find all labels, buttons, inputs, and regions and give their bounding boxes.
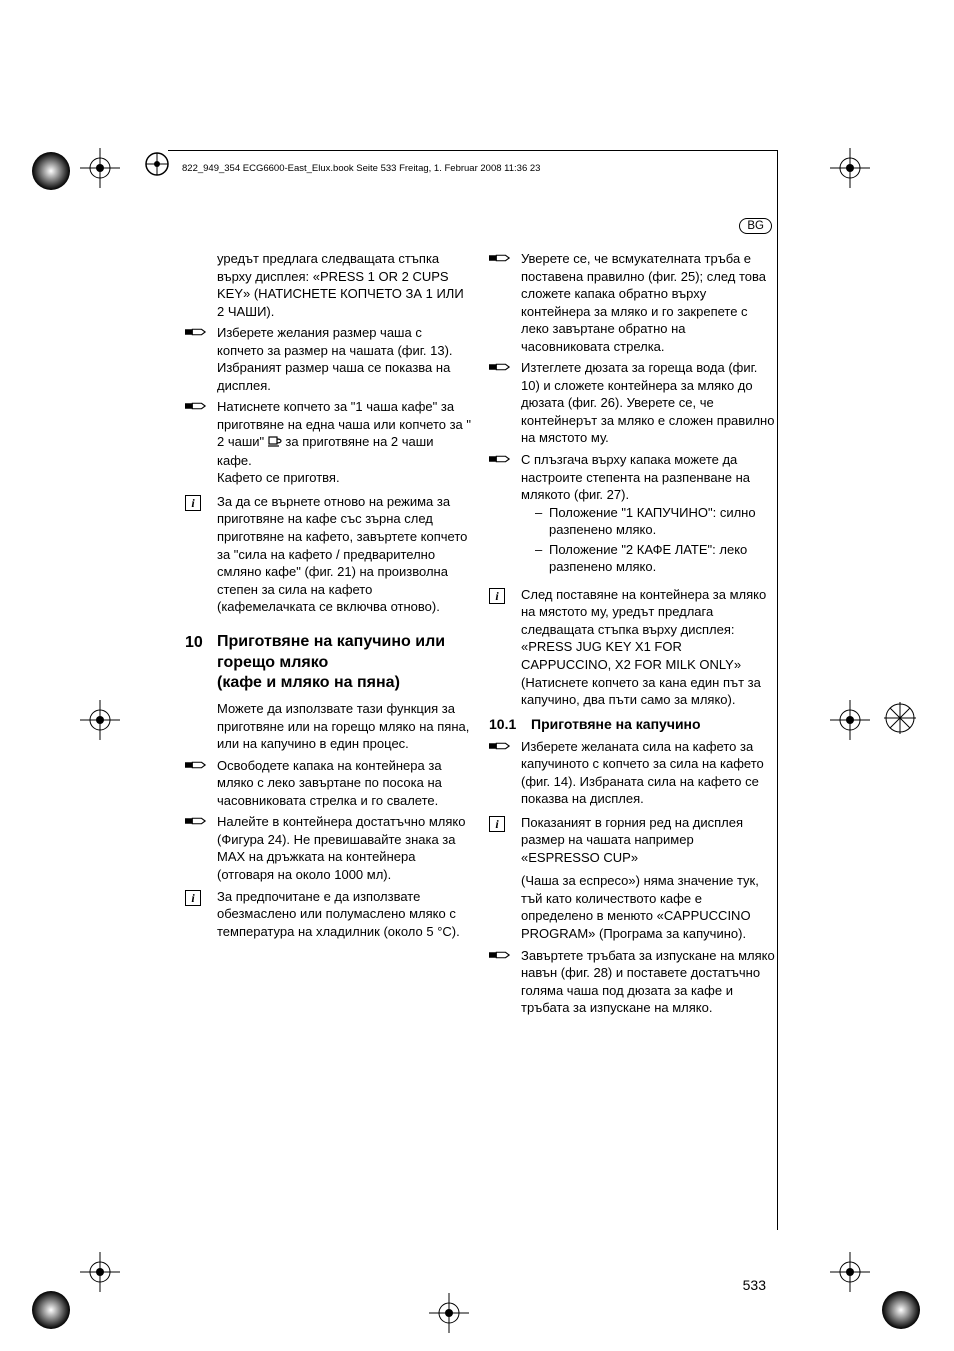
info-icon: i	[489, 816, 505, 832]
hand-point-icon	[185, 327, 207, 342]
reg-mark	[80, 1252, 120, 1292]
section-number: 10	[185, 632, 217, 694]
reg-gradient-circle	[30, 150, 72, 192]
reg-mark	[429, 1293, 469, 1333]
content-area: уредът предлага следващата стъпка върху …	[185, 250, 775, 1021]
section-header: 10 Приготвяне на капучино или горещо мля…	[185, 632, 471, 694]
paragraph: Изберете желаната сила на кафето за капу…	[521, 738, 775, 808]
list-item: Положение "2 КАФЕ ЛАТЕ": леко разпенено …	[549, 541, 775, 576]
paragraph: Уверете се, че всмукателната тръба е пос…	[521, 250, 775, 355]
hand-point-icon	[489, 741, 511, 756]
hand-point-icon	[489, 950, 511, 965]
hand-point-icon	[489, 253, 511, 268]
reg-mark	[80, 700, 120, 740]
cup-icon	[268, 434, 282, 452]
paragraph: След поставяне на контейнера за мляко на…	[521, 586, 775, 709]
subsection-number: 10.1	[489, 715, 531, 734]
reg-open-circle	[882, 700, 918, 736]
paragraph: Можете да използвате тази функция за при…	[217, 700, 471, 753]
paragraph: Налейте в контейнера достатъчно мляко (Ф…	[217, 813, 471, 883]
reg-gradient-circle	[880, 1289, 922, 1331]
right-column: Уверете се, че всмукателната тръба е пос…	[489, 250, 775, 1021]
reg-mark	[830, 148, 870, 188]
paragraph: Показаният в горния ред на дисплея разме…	[521, 814, 775, 943]
left-column: уредът предлага следващата стъпка върху …	[185, 250, 471, 1021]
paragraph: Изберете желания размер чаша с копчето з…	[217, 324, 471, 394]
hand-point-icon	[185, 401, 207, 416]
paragraph: За предпочитане е да използвате обезмасл…	[217, 888, 471, 941]
info-icon: i	[185, 890, 201, 906]
paragraph: Натиснете копчето за "1 чаша кафе" за пр…	[217, 398, 471, 487]
paragraph: За да се върнете отново на режима за при…	[217, 493, 471, 616]
reg-small-circle	[144, 151, 170, 177]
section-title: Приготвяне на капучино или горещо мляко …	[217, 632, 471, 694]
info-icon: i	[185, 495, 201, 511]
hand-point-icon	[185, 816, 207, 831]
paragraph: Завъртете тръбата за изпускане на мляко …	[521, 947, 775, 1017]
reg-mark	[80, 148, 120, 188]
hand-point-icon	[489, 454, 511, 469]
reg-mark	[830, 700, 870, 740]
paragraph: Изтеглете дюзата за гореща вода (фиг. 10…	[521, 359, 775, 447]
hand-point-icon	[185, 760, 207, 775]
reg-mark	[830, 1252, 870, 1292]
subsection-title: Приготвяне на капучино	[531, 715, 701, 734]
hand-point-icon	[489, 362, 511, 377]
paragraph: С плъзгача върху капака можете да настро…	[521, 451, 775, 578]
paragraph: уредът предлага следващата стъпка върху …	[217, 250, 471, 320]
page-number: 533	[743, 1277, 766, 1293]
reg-gradient-circle	[30, 1289, 72, 1331]
language-badge: BG	[739, 218, 772, 234]
subsection-header: 10.1 Приготвяне на капучино	[489, 715, 775, 734]
info-icon: i	[489, 588, 505, 604]
list-item: Положение "1 КАПУЧИНО": силно разпенено …	[549, 504, 775, 539]
paragraph: Освободете капака на контейнера за мляко…	[217, 757, 471, 810]
